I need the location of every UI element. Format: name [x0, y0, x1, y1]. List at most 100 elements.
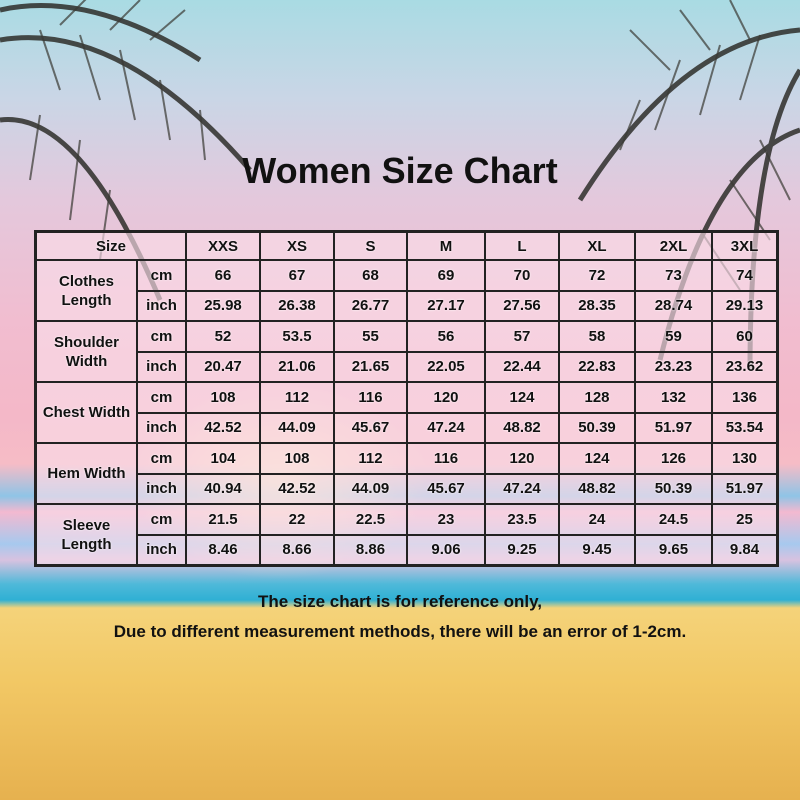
table-cell: 53.54 [712, 412, 777, 443]
table-cell: 128 [559, 382, 635, 413]
table-cell: 42.52 [186, 412, 260, 443]
table-cell: 124 [485, 382, 559, 413]
table-cell: 51.97 [635, 412, 712, 443]
table-cell: 22.83 [559, 351, 635, 382]
table-cell: 52 [186, 321, 260, 352]
table-cell: 132 [635, 382, 712, 413]
table-cell: 116 [407, 443, 485, 474]
table-cell: 28.35 [559, 290, 635, 321]
table-cell: 23.23 [635, 351, 712, 382]
table-cell: 66 [186, 260, 260, 291]
table-cell: 21.65 [334, 351, 407, 382]
size-table: Size XXS XS S M L XL 2XL 3XL Clothes Length cm 66 6… [34, 230, 779, 567]
table-cell: 44.09 [260, 412, 334, 443]
page-title: Women Size Chart [242, 150, 558, 191]
unit-cm: cm [137, 504, 186, 535]
table-cell: 58 [559, 321, 635, 352]
table-cell: 57 [485, 321, 559, 352]
table-cell: 42.52 [260, 473, 334, 504]
measurement-label: Sleeve Length [36, 504, 137, 565]
table-cell: 112 [334, 443, 407, 474]
measurement-label: Clothes Length [36, 260, 137, 321]
table-cell: 47.24 [485, 473, 559, 504]
table-cell: 120 [407, 382, 485, 413]
table-cell: 67 [260, 260, 334, 291]
table-cell: 59 [635, 321, 712, 352]
error-note: Due to different measurement methods, th… [113, 622, 687, 641]
table-cell: 44.09 [334, 473, 407, 504]
size-header-2xl: 2XL [635, 232, 712, 260]
size-header-3xl: 3XL [712, 232, 777, 260]
size-header-xl: XL [559, 232, 635, 260]
size-header-l: L [485, 232, 559, 260]
table-cell: 8.46 [186, 534, 260, 565]
table-cell: 24 [559, 504, 635, 535]
table-cell: 112 [260, 382, 334, 413]
unit-cm: cm [137, 382, 186, 413]
measurement-label: Shoulder Width [36, 321, 137, 382]
table-cell: 23 [407, 504, 485, 535]
table-cell: 26.38 [260, 290, 334, 321]
table-cell: 29.13 [712, 290, 777, 321]
palm-leaves-right [577, 0, 800, 371]
unit-cm: cm [137, 443, 186, 474]
size-header-s: S [334, 232, 407, 260]
table-cell: 73 [635, 260, 712, 291]
size-header-m: M [407, 232, 485, 260]
table-cell: 126 [635, 443, 712, 474]
table-cell: 68 [334, 260, 407, 291]
table-cell: 51.97 [712, 473, 777, 504]
table-cell: 28.74 [635, 290, 712, 321]
table-cell: 48.82 [485, 412, 559, 443]
table-cell: 8.66 [260, 534, 334, 565]
size-header-xxs: XXS [186, 232, 260, 260]
table-cell: 53.5 [260, 321, 334, 352]
table-cell: 69 [407, 260, 485, 291]
reference-note: The size chart is for reference only, [257, 592, 543, 611]
table-cell: 136 [712, 382, 777, 413]
table-cell: 70 [485, 260, 559, 291]
table-cell: 72 [559, 260, 635, 291]
measurement-label: Hem Width [36, 443, 137, 504]
table-cell: 108 [186, 382, 260, 413]
unit-inch: inch [137, 290, 186, 321]
table-cell: 26.77 [334, 290, 407, 321]
table-cell: 48.82 [559, 473, 635, 504]
table-cell: 8.86 [334, 534, 407, 565]
table-cell: 24.5 [635, 504, 712, 535]
table-cell: 120 [485, 443, 559, 474]
table-cell: 104 [186, 443, 260, 474]
table-cell: 45.67 [334, 412, 407, 443]
table-cell: 22.5 [334, 504, 407, 535]
table-cell: 56 [407, 321, 485, 352]
table-cell: 47.24 [407, 412, 485, 443]
table-cell: 50.39 [635, 473, 712, 504]
table-cell: 22 [260, 504, 334, 535]
measurement-label: Chest Width [36, 382, 137, 443]
table-cell: 50.39 [559, 412, 635, 443]
table-cell: 108 [260, 443, 334, 474]
table-cell: 116 [334, 382, 407, 413]
table-cell: 21.5 [186, 504, 260, 535]
table-cell: 9.84 [712, 534, 777, 565]
table-cell: 60 [712, 321, 777, 352]
table-cell: 74 [712, 260, 777, 291]
table-cell: 23.5 [485, 504, 559, 535]
table-cell: 22.44 [485, 351, 559, 382]
unit-cm: cm [137, 321, 186, 352]
table-cell: 25.98 [186, 290, 260, 321]
table-cell: 9.45 [559, 534, 635, 565]
table-cell: 9.06 [407, 534, 485, 565]
table-cell: 23.62 [712, 351, 777, 382]
table-cell: 27.56 [485, 290, 559, 321]
table-cell: 22.05 [407, 351, 485, 382]
size-header-xs: XS [260, 232, 334, 260]
unit-inch: inch [137, 351, 186, 382]
table-cell: 27.17 [407, 290, 485, 321]
table-cell: 9.65 [635, 534, 712, 565]
size-header: Size [36, 232, 186, 260]
table-cell: 25 [712, 504, 777, 535]
table-cell: 21.06 [260, 351, 334, 382]
table-cell: 45.67 [407, 473, 485, 504]
table-cell: 9.25 [485, 534, 559, 565]
